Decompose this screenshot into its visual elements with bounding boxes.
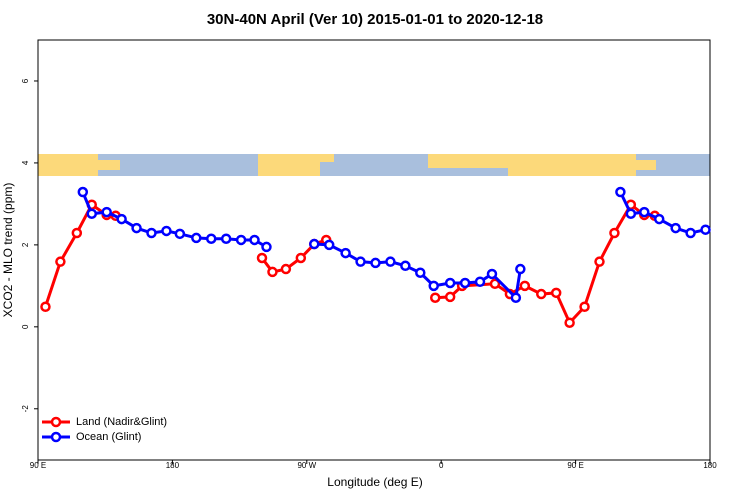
legend-label: Ocean (Glint): [76, 431, 141, 443]
point: [429, 292, 441, 303]
point: [486, 268, 498, 280]
point: [370, 257, 381, 269]
point: [256, 252, 268, 264]
point: [564, 317, 575, 328]
point: [261, 241, 272, 253]
x-tick-label: 90 E: [567, 461, 583, 470]
x-tick-label: 180: [166, 461, 180, 470]
map-band: [38, 154, 710, 176]
point: [55, 256, 66, 267]
x-tick-label: 0: [439, 461, 444, 470]
point: [639, 206, 650, 218]
point: [700, 224, 711, 235]
point: [609, 227, 620, 239]
point: [536, 288, 547, 300]
point: [385, 256, 396, 267]
point: [235, 234, 247, 246]
x-axis-label: Longitude (deg E): [327, 475, 422, 489]
point: [355, 256, 366, 267]
point: [323, 239, 335, 251]
point: [444, 277, 456, 289]
point: [459, 277, 471, 289]
point: [309, 238, 320, 250]
point: [295, 252, 307, 264]
point: [174, 228, 186, 240]
point: [71, 227, 83, 239]
point: [40, 301, 51, 313]
point: [489, 278, 501, 290]
y-tick-label: 6: [21, 78, 30, 83]
point: [653, 213, 665, 225]
chart-title: 30N-40N April (Ver 10) 2015-01-01 to 202…: [207, 11, 543, 28]
point: [280, 263, 292, 275]
point: [146, 227, 157, 239]
point: [550, 287, 562, 299]
point: [116, 213, 127, 225]
point: [77, 186, 89, 198]
point: [161, 225, 172, 237]
y-axis-label: XCO2 - MLO trend (ppm): [1, 183, 15, 318]
x-tick-label: 180: [703, 461, 717, 470]
series-line: [44, 202, 655, 326]
point: [579, 301, 590, 313]
point: [510, 292, 522, 303]
point: [444, 291, 456, 303]
point: [594, 256, 605, 267]
point: [101, 206, 112, 218]
legend-label: Land (Nadir&Glint): [76, 416, 167, 428]
y-tick-label: 0: [21, 324, 30, 329]
y-tick-label: 4: [21, 160, 30, 165]
point: [191, 232, 202, 244]
point: [670, 222, 681, 234]
point: [615, 186, 626, 198]
point: [400, 260, 411, 272]
point: [625, 208, 637, 219]
x-tick-label: 90 W: [297, 461, 316, 470]
x-tick-label: 90 E: [30, 461, 46, 470]
y-tick-label: 2: [21, 242, 30, 247]
point: [205, 233, 217, 244]
series-line: [81, 191, 706, 301]
point: [685, 227, 696, 239]
point: [220, 233, 232, 244]
point: [519, 280, 531, 292]
point: [340, 247, 351, 259]
point: [428, 280, 439, 292]
point: [249, 234, 260, 246]
point: [474, 276, 486, 288]
point: [86, 208, 98, 219]
point: [415, 267, 426, 278]
legend-marker: [50, 416, 62, 428]
legend-marker: [50, 431, 62, 443]
point: [131, 222, 142, 234]
point: [267, 266, 278, 278]
plot-frame: [37, 39, 711, 461]
point: [515, 263, 526, 275]
y-tick-label: -2: [21, 405, 30, 413]
